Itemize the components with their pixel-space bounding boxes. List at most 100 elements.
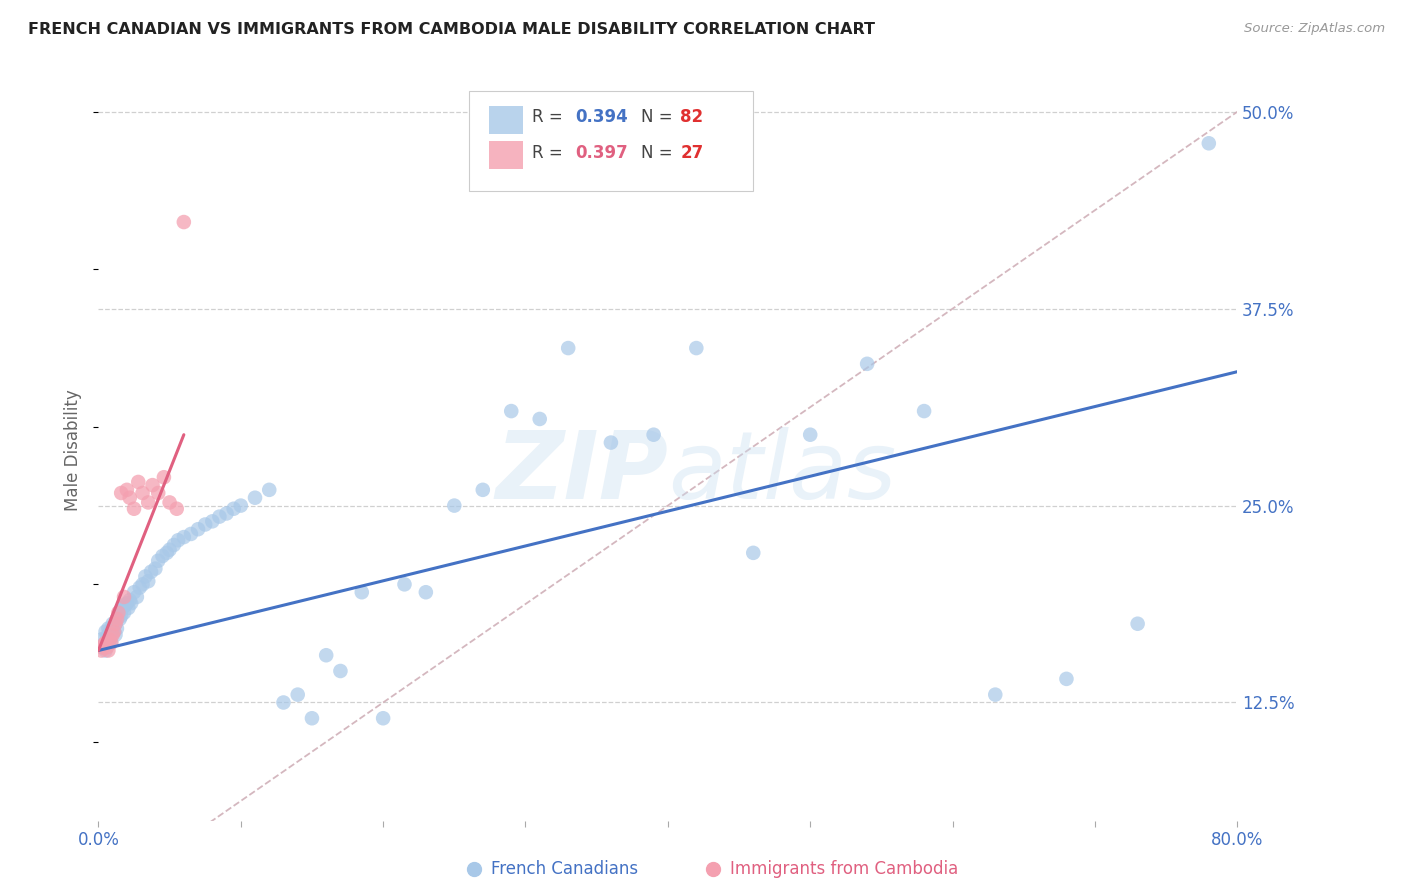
Point (111, 601, 134, 615)
Point (557, 341, 579, 355)
Point (91, 640, 114, 655)
Point (167, 533, 190, 548)
Point (471, 483, 494, 497)
Point (112, 590, 135, 604)
Point (117, 601, 139, 615)
Point (104, 628, 127, 642)
Point (529, 412, 551, 426)
FancyBboxPatch shape (489, 106, 523, 135)
Point (194, 517, 217, 532)
Point (156, 546, 179, 560)
Point (159, 495, 181, 509)
FancyBboxPatch shape (468, 91, 754, 191)
Text: 27: 27 (681, 144, 703, 161)
Text: ZIP: ZIP (495, 426, 668, 518)
Point (110, 486, 132, 500)
Point (131, 577, 153, 591)
Point (600, 435, 623, 450)
Point (215, 507, 238, 521)
Point (122, 501, 145, 516)
Point (98, 624, 121, 639)
Point (287, 688, 309, 702)
Point (136, 574, 159, 589)
Point (103, 620, 125, 634)
Point (97, 628, 120, 642)
Point (984, 688, 1007, 702)
Point (120, 596, 142, 610)
Point (115, 596, 138, 610)
Point (350, 585, 373, 599)
Text: N =: N = (641, 108, 678, 127)
Text: N =: N = (641, 144, 678, 161)
Point (127, 475, 149, 489)
Text: R =: R = (533, 144, 568, 161)
Point (912, 404, 935, 418)
Point (159, 542, 181, 557)
Point (110, 608, 132, 623)
Text: 82: 82 (681, 108, 703, 127)
Text: atlas: atlas (668, 427, 896, 518)
Point (98, 632, 121, 647)
Point (148, 554, 170, 568)
Point (90, 643, 112, 657)
Point (301, 711, 323, 725)
Point (114, 598, 136, 612)
Point (148, 486, 170, 500)
Point (105, 612, 128, 626)
Point (273, 696, 295, 710)
Point (222, 501, 245, 516)
Text: 0.397: 0.397 (575, 144, 628, 161)
Point (1126, 616, 1149, 631)
Point (152, 549, 174, 563)
Point (103, 624, 125, 639)
Point (91, 640, 114, 655)
Point (153, 470, 176, 484)
Point (136, 495, 159, 509)
Point (1056, 672, 1078, 686)
Y-axis label: Male Disability: Male Disability (65, 390, 83, 511)
Point (166, 501, 188, 516)
Point (125, 590, 148, 604)
Point (180, 527, 202, 541)
Point (134, 569, 156, 583)
Point (1198, 136, 1220, 151)
Point (128, 581, 150, 595)
Point (243, 491, 266, 505)
Point (104, 616, 127, 631)
Point (94, 635, 117, 649)
Point (100, 635, 122, 649)
Point (103, 624, 125, 639)
Point (96, 635, 118, 649)
Point (643, 427, 665, 442)
Text: Immigrants from Cambodia: Immigrants from Cambodia (731, 860, 959, 878)
Point (115, 483, 138, 497)
Point (443, 499, 465, 513)
Point (97, 643, 120, 657)
Point (856, 357, 879, 371)
Point (229, 499, 252, 513)
Point (163, 538, 186, 552)
Point (373, 711, 395, 725)
Point (112, 606, 135, 620)
Point (105, 622, 128, 636)
Text: French Canadians: French Canadians (491, 860, 638, 878)
Point (94, 643, 117, 657)
Point (208, 509, 231, 524)
Point (685, 341, 707, 355)
Point (107, 608, 129, 623)
Point (96, 640, 118, 655)
Point (118, 491, 141, 505)
Point (501, 404, 523, 418)
Text: FRENCH CANADIAN VS IMMIGRANTS FROM CAMBODIA MALE DISABILITY CORRELATION CHART: FRENCH CANADIAN VS IMMIGRANTS FROM CAMBO… (28, 22, 875, 37)
Point (93, 637, 115, 651)
Point (100, 628, 122, 642)
Point (173, 215, 195, 229)
Point (329, 664, 352, 678)
Point (96, 629, 118, 643)
Point (101, 628, 124, 642)
Point (122, 585, 145, 599)
Point (108, 612, 131, 626)
FancyBboxPatch shape (489, 141, 523, 169)
Point (118, 593, 141, 607)
Text: R =: R = (533, 108, 568, 127)
